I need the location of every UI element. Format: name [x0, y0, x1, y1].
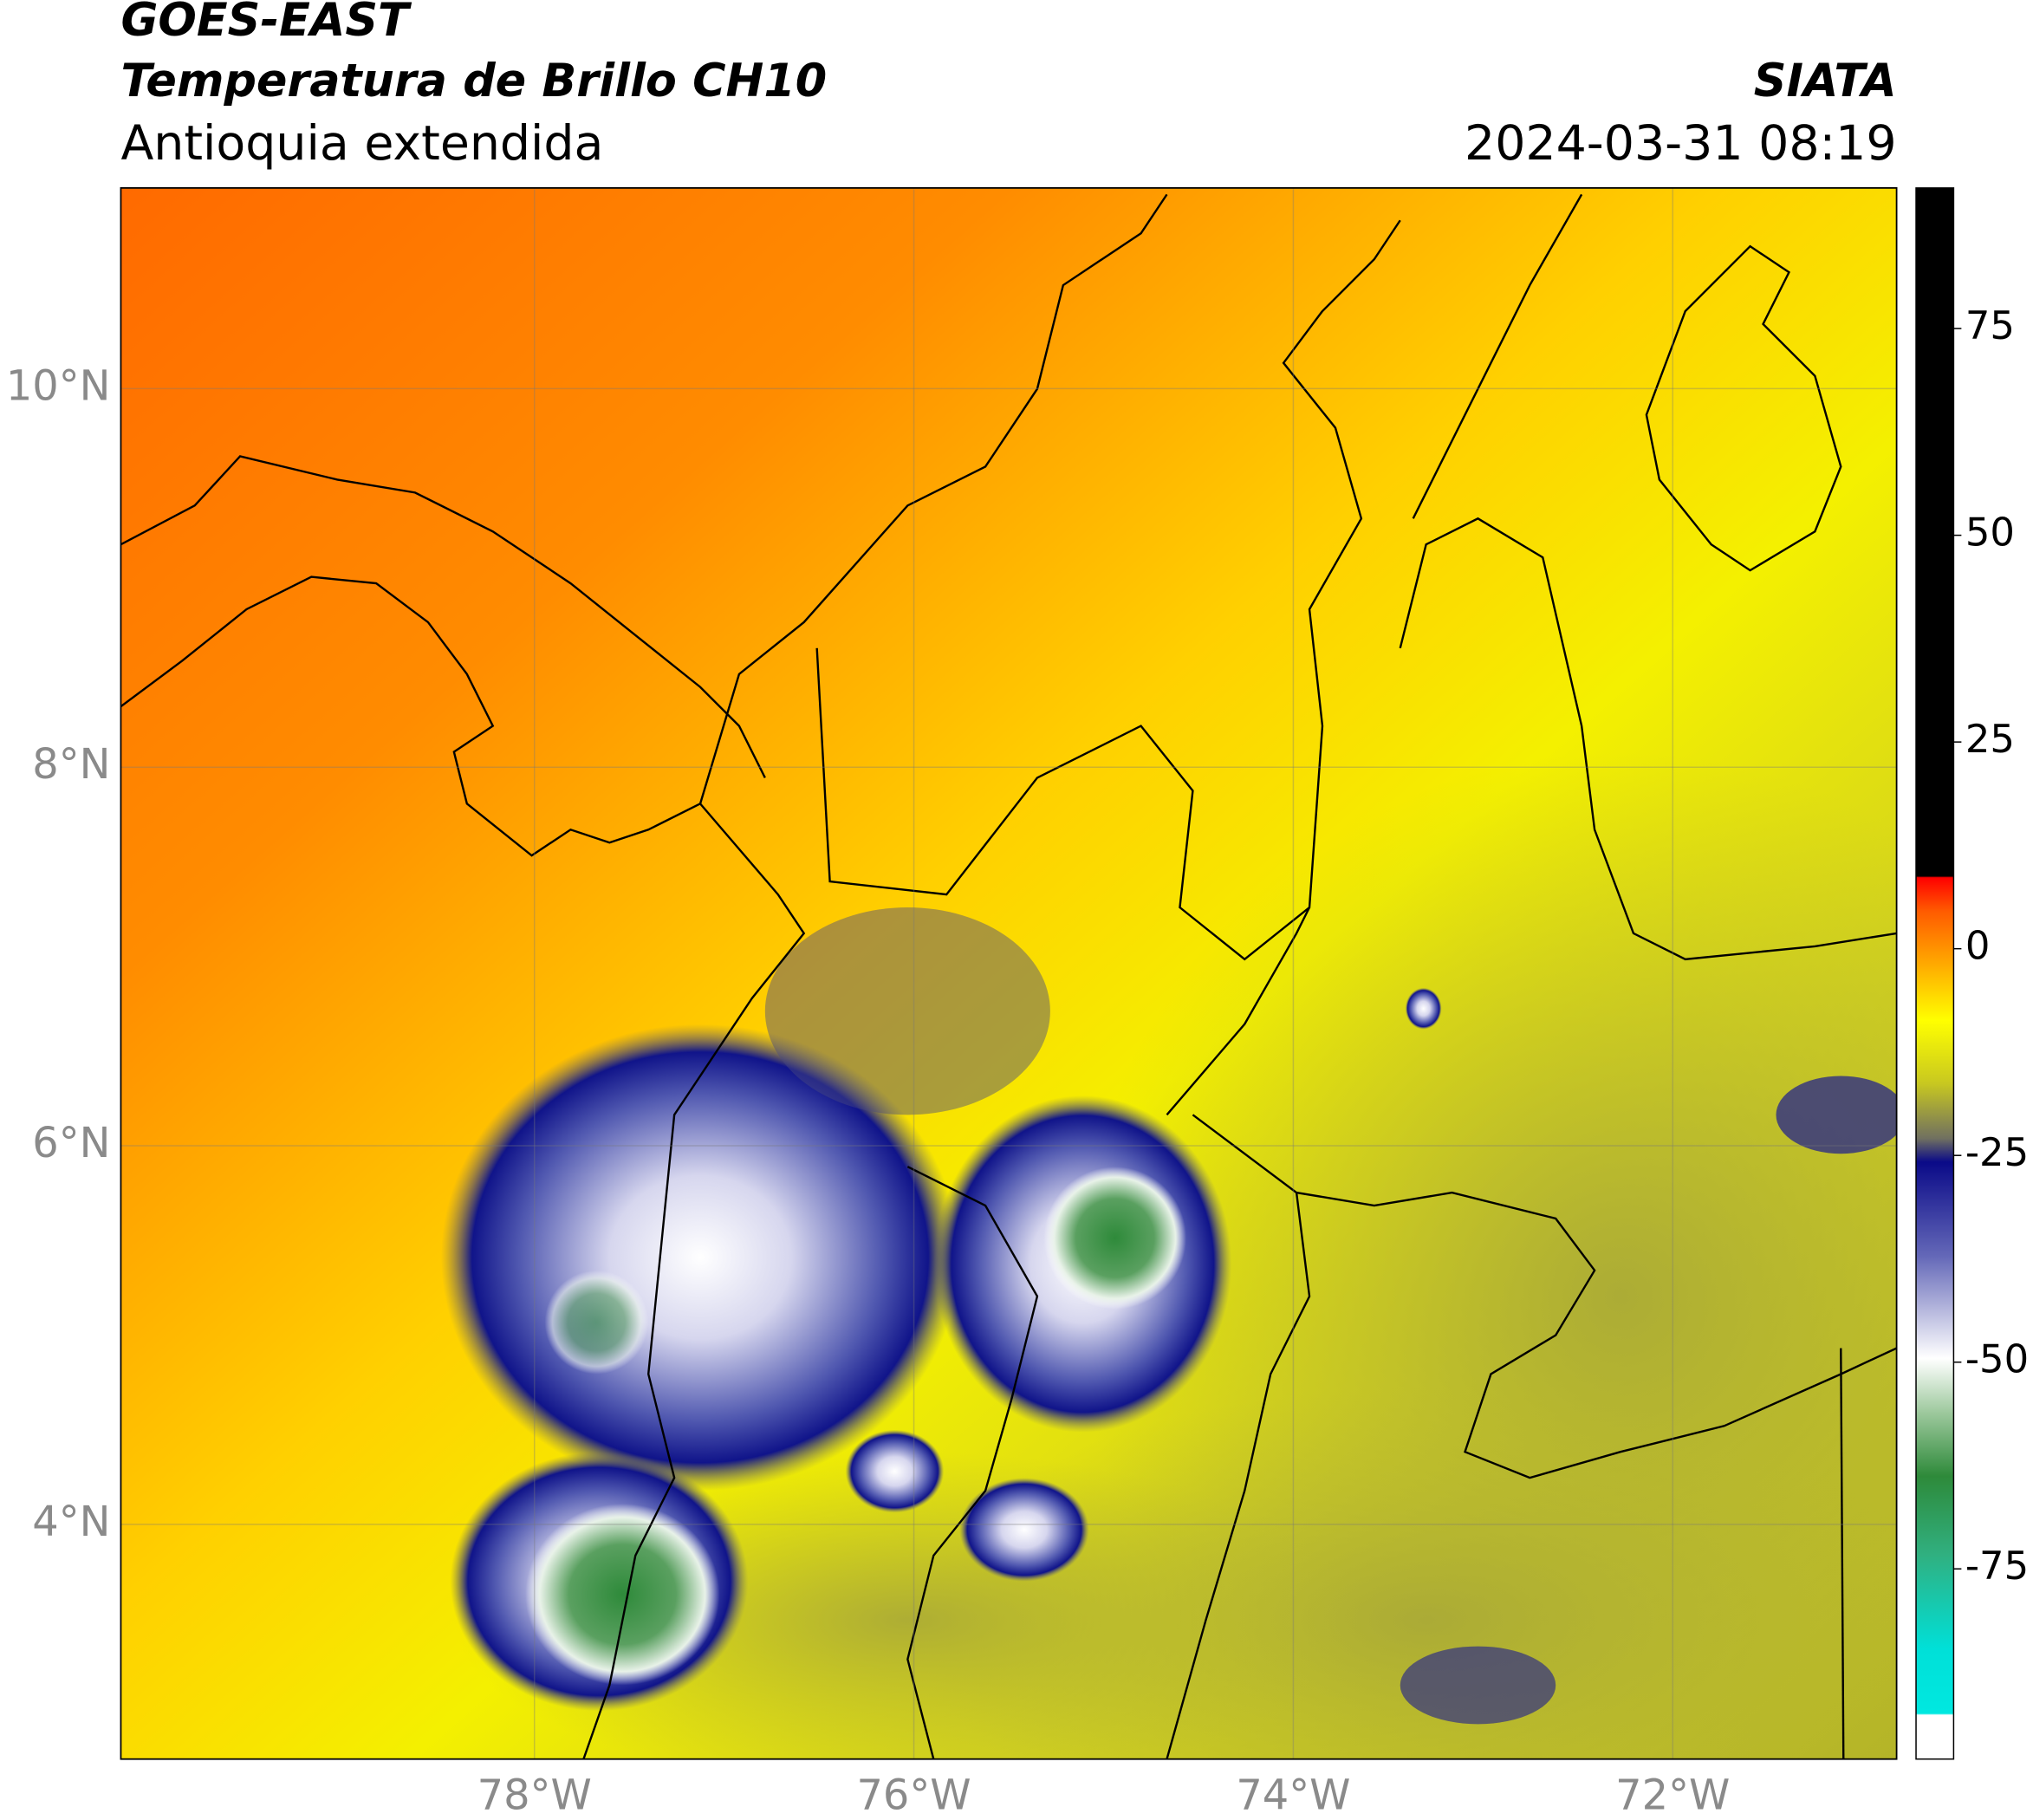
colorbar-tick-label: -25: [1965, 1129, 2029, 1175]
colorbar-tick-label: 0: [1965, 923, 1991, 969]
y-tick-label: 10°N: [6, 362, 111, 410]
map-frame: [120, 186, 1898, 1760]
colorbar-tick-label: 50: [1965, 510, 2015, 556]
y-tick-label: 8°N: [32, 741, 110, 789]
map-image: [120, 187, 1897, 1759]
x-tick-label: 74°W: [1236, 1772, 1350, 1820]
colorbar: [1915, 187, 1955, 1760]
source-label: SIATA: [1754, 55, 1897, 107]
datetime-label: 2024-03-31 08:19: [1465, 116, 1897, 172]
x-tick-label: 76°W: [856, 1772, 971, 1820]
grid: [120, 187, 1897, 1759]
x-tick-label: 78°W: [477, 1772, 592, 1820]
colorbar-tick-label: 75: [1965, 302, 2015, 348]
y-tick-label: 6°N: [32, 1120, 110, 1167]
colorbar-tick-label: 25: [1965, 716, 2015, 762]
colorbar-tick-label: -50: [1965, 1336, 2029, 1382]
colorbar-tick-label: -75: [1965, 1543, 2029, 1589]
satellite-title: GOES-EAST: [120, 0, 412, 47]
x-tick-label: 72°W: [1615, 1772, 1730, 1820]
region-subtitle: Antioquia extendida: [120, 116, 603, 172]
y-tick-label: 4°N: [32, 1498, 110, 1546]
product-title: Temperatura de Brillo CH10: [120, 55, 827, 107]
